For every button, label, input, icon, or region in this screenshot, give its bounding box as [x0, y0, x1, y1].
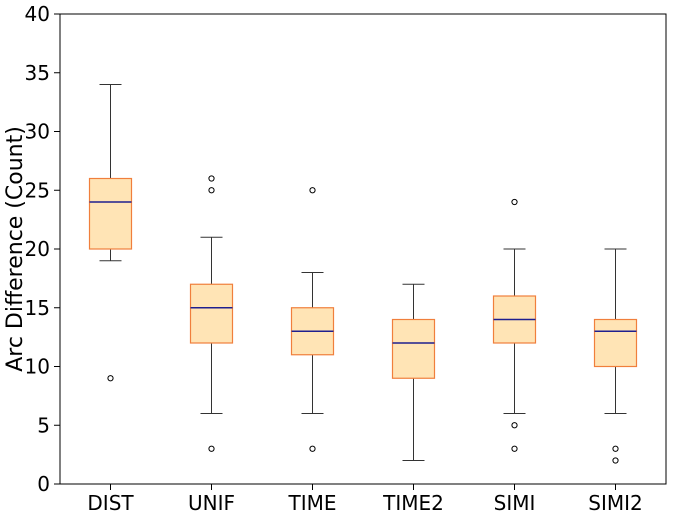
- outlier-point: [309, 187, 316, 194]
- y-tick-label: 30: [25, 120, 50, 144]
- y-tick-label: 10: [25, 355, 50, 379]
- y-tick-label: 15: [25, 296, 50, 320]
- box-simi2: [593, 248, 638, 464]
- x-tick-label-simi: SIMI: [494, 491, 536, 515]
- iqr-box: [391, 318, 436, 379]
- x-tick-label-unif: UNIF: [188, 491, 235, 515]
- plot-area: [88, 84, 638, 464]
- x-tick-label-dist: DIST: [87, 491, 134, 515]
- x-tick-label-simi2: SIMI2: [588, 491, 642, 515]
- outlier-point: [612, 457, 619, 464]
- box-dist: [88, 84, 133, 382]
- iqr-box: [189, 283, 234, 344]
- outlier-point: [208, 445, 215, 452]
- outlier-point: [511, 445, 518, 452]
- outlier-point: [511, 198, 518, 206]
- box-time2: [391, 283, 436, 461]
- x-tick-label-time2: TIME2: [382, 491, 444, 515]
- iqr-box: [88, 177, 133, 250]
- y-axis-label: Arc Difference (Count): [3, 126, 28, 372]
- axes: 0 5 10 15 20 25 30 35 40 DIST UNIF TIME TIME2 SIMI SIM…: [25, 2, 643, 515]
- y-tick-label: 25: [25, 178, 50, 202]
- outlier-point: [107, 375, 114, 382]
- outlier-point: [208, 175, 215, 182]
- y-tick-label: 5: [37, 413, 50, 437]
- x-tick-label-time: TIME: [287, 491, 336, 515]
- box-time: [290, 187, 335, 452]
- outlier-point: [208, 187, 215, 194]
- plot-frame: [59, 13, 667, 485]
- outlier-point: [511, 422, 518, 429]
- y-tick-label: 40: [25, 2, 50, 26]
- y-tick-label: 20: [25, 237, 50, 261]
- box-unif: [189, 175, 234, 452]
- box-simi: [492, 198, 537, 452]
- outlier-point: [309, 445, 316, 452]
- y-tick-label: 35: [25, 61, 50, 85]
- outlier-point: [612, 445, 619, 452]
- iqr-box: [593, 318, 638, 368]
- y-tick-label: 0: [37, 472, 50, 496]
